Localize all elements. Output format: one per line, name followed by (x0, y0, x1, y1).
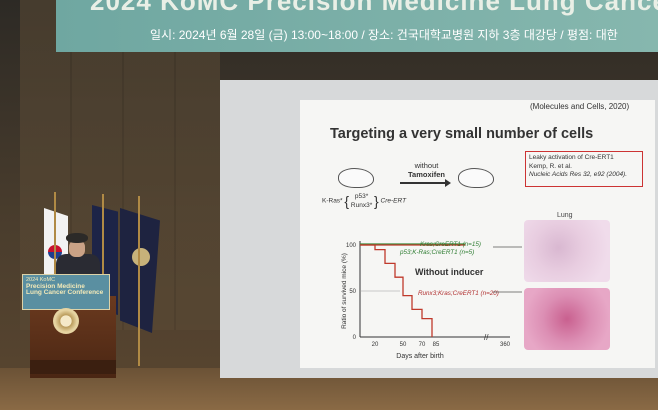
axis-break-icon: // (484, 333, 489, 342)
lung-label: Lung (557, 212, 573, 219)
cre-genotype: Cre-ERT (380, 197, 407, 205)
banner-title: 2024 KoMC Precision Medicine Lung Cancer (90, 0, 658, 16)
x-tick-label: 20 (372, 342, 379, 348)
mouse-icon (458, 168, 494, 188)
x-axis-label: Days after birth (396, 353, 444, 360)
podium-sign (22, 274, 110, 310)
podium-sign-text: 2024 KoMC Precision Medicine Lung Cancer… (26, 277, 103, 297)
flag-pole (138, 196, 140, 366)
tamoxifen-label: Tamoxifen (408, 170, 445, 179)
university-flag (120, 208, 160, 333)
speaker-face (69, 240, 85, 257)
p53-genotype: p53* (354, 193, 369, 200)
university-logo-icon (53, 308, 79, 334)
without-inducer-label: Without inducer (415, 267, 484, 277)
podium-sign-line: Lung Cancer Conference (26, 289, 104, 296)
speaker-hair (66, 233, 88, 243)
reference-box: Leaky activation of Cre-ERT1 Kemp, R. et… (525, 151, 643, 187)
x-tick-label: 85 (433, 342, 440, 348)
x-tick-label: 70 (419, 342, 426, 348)
series-label: Runx3;Kras;CreERT1 (n=20) (418, 290, 499, 297)
slide-citation: (Molecules and Cells, 2020) (530, 102, 630, 111)
series-line (360, 244, 433, 337)
lung-histology-normal (524, 220, 610, 282)
arrow-right-icon (400, 182, 446, 184)
reference-line: Leaky activation of Cre-ERT1 (529, 154, 614, 161)
y-tick-label: 50 (349, 289, 356, 295)
lung-histology-tumor (524, 288, 610, 350)
conference-banner (56, 0, 658, 52)
without-label: without (414, 161, 439, 170)
podium-sign-line: Precision Medicine (26, 282, 85, 290)
x-tick-label: 360 (500, 342, 511, 348)
genotype-label: K-Ras* { p53* Runx3* } Cre-ERT (322, 193, 407, 209)
podium-base (30, 360, 116, 374)
mouse-icon (338, 168, 374, 188)
banner-info: 일시: 2024년 6월 28일 (금) 13:00~18:00 / 장소: 건… (150, 28, 618, 42)
without-tamoxifen-label: without Tamoxifen (408, 161, 445, 179)
slide-title: Targeting a very small number of cells (330, 126, 594, 142)
podium-sign-line: 2024 KoMC (26, 277, 56, 283)
series-label: p53;K-Ras;CreERT1 (n=5) (399, 249, 474, 256)
reference-line: Nucleic Acids Res 32, e92 (2004). (529, 171, 628, 178)
runx3-genotype: Runx3* (350, 202, 373, 209)
series-label: Kras;CreERT1 (n=15) (420, 241, 481, 248)
y-axis-label: Ratio of survived mice (%) (341, 253, 348, 329)
emblem-icon (132, 248, 150, 266)
arrow-head-icon (445, 179, 451, 187)
survival-chart: 0 50 100 20 50 70 85 360 Days after birth Ratio o… (341, 241, 522, 360)
kras-genotype: K-Ras* (322, 197, 343, 205)
y-tick-label: 100 (346, 243, 357, 249)
y-tick-label: 0 (353, 335, 357, 341)
reference-line: Kemp, R. et al. (529, 162, 572, 170)
x-tick-label: 50 (400, 342, 407, 348)
